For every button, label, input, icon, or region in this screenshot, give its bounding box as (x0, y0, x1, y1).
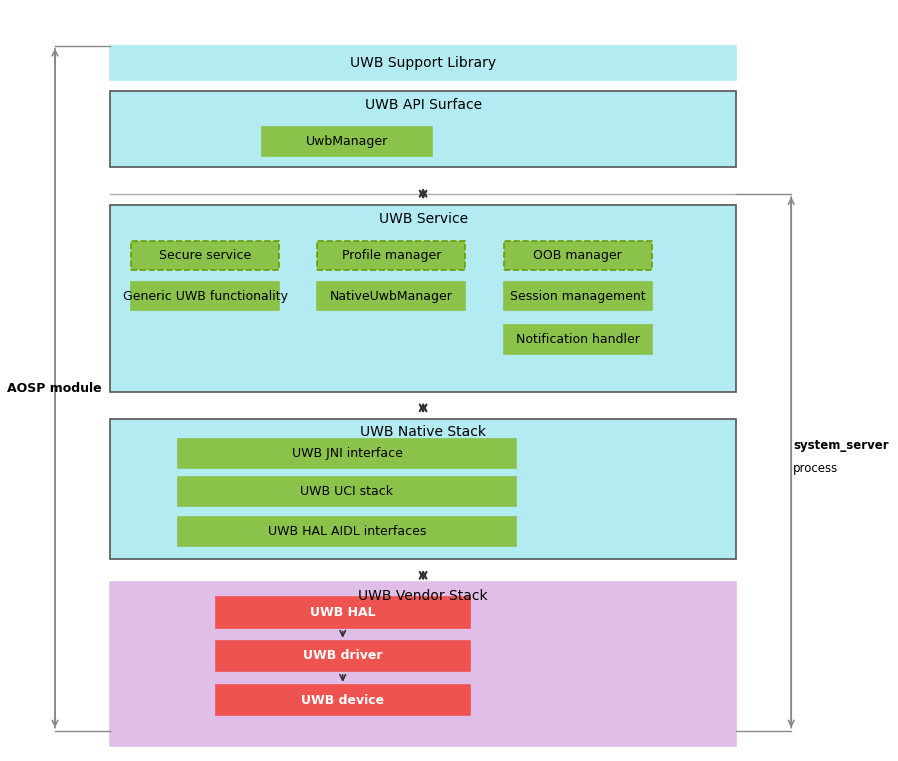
FancyBboxPatch shape (110, 46, 736, 80)
Text: system_server: system_server (793, 438, 888, 452)
FancyBboxPatch shape (110, 91, 736, 167)
Text: UWB device: UWB device (301, 693, 384, 707)
Text: UWB HAL AIDL interfaces: UWB HAL AIDL interfaces (268, 524, 427, 538)
FancyBboxPatch shape (504, 325, 652, 354)
FancyBboxPatch shape (262, 127, 432, 156)
Text: UWB JNI interface: UWB JNI interface (292, 447, 402, 460)
Text: Generic UWB functionality: Generic UWB functionality (123, 289, 287, 303)
Text: UWB UCI stack: UWB UCI stack (301, 485, 393, 498)
FancyBboxPatch shape (131, 282, 279, 310)
FancyBboxPatch shape (216, 597, 470, 628)
FancyBboxPatch shape (178, 439, 516, 468)
Text: UwbManager: UwbManager (306, 135, 388, 148)
FancyBboxPatch shape (110, 419, 736, 559)
FancyBboxPatch shape (216, 685, 470, 715)
FancyBboxPatch shape (504, 241, 652, 270)
FancyBboxPatch shape (110, 582, 736, 746)
Text: UWB driver: UWB driver (303, 649, 383, 663)
FancyBboxPatch shape (178, 517, 516, 546)
Text: UWB HAL: UWB HAL (310, 606, 375, 619)
Text: UWB API Surface: UWB API Surface (365, 98, 481, 112)
Text: process: process (793, 461, 838, 475)
Text: AOSP module: AOSP module (7, 381, 101, 395)
Text: Session management: Session management (510, 289, 646, 303)
Text: Notification handler: Notification handler (515, 333, 639, 346)
Text: UWB Vendor Stack: UWB Vendor Stack (358, 589, 488, 603)
FancyBboxPatch shape (131, 241, 279, 270)
Text: Secure service: Secure service (159, 249, 251, 263)
Text: UWB Service: UWB Service (379, 212, 468, 226)
FancyBboxPatch shape (216, 641, 470, 671)
Text: UWB Native Stack: UWB Native Stack (360, 425, 486, 439)
Text: UWB Support Library: UWB Support Library (350, 56, 497, 70)
FancyBboxPatch shape (110, 205, 736, 392)
FancyBboxPatch shape (317, 282, 465, 310)
Text: NativeUwbManager: NativeUwbManager (330, 289, 453, 303)
FancyBboxPatch shape (178, 477, 516, 506)
Text: Profile manager: Profile manager (342, 249, 441, 263)
Text: OOB manager: OOB manager (533, 249, 622, 263)
FancyBboxPatch shape (317, 241, 465, 270)
FancyBboxPatch shape (504, 282, 652, 310)
